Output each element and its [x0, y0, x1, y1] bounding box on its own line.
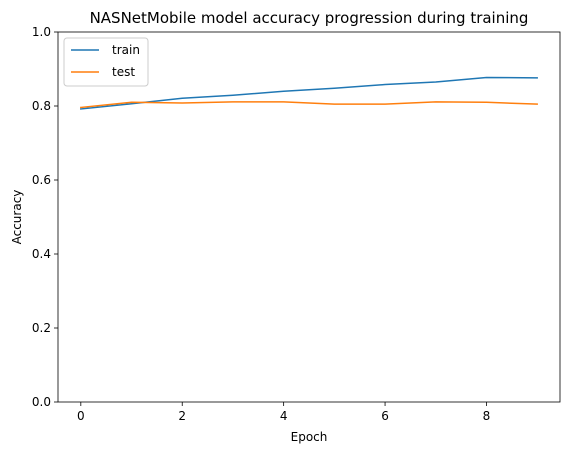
- x-tick-label: 2: [178, 409, 186, 423]
- y-tick-label: 0.0: [32, 395, 51, 409]
- chart-title: NASNetMobile model accuracy progression …: [90, 9, 529, 27]
- x-tick-label: 8: [483, 409, 491, 423]
- y-tick-label: 0.6: [32, 173, 51, 187]
- series-line-train: [79, 76, 538, 110]
- y-tick-label: 0.8: [32, 99, 51, 113]
- x-axis: 0 2 4 6 8: [77, 402, 490, 423]
- x-axis-label: Epoch: [291, 430, 328, 444]
- series-layer: [79, 76, 538, 110]
- legend: train test: [63, 37, 149, 87]
- y-tick-label: 0.4: [32, 247, 51, 261]
- y-tick-label: 1.0: [32, 25, 51, 39]
- legend-label-train: train: [112, 43, 140, 57]
- legend-label-test: test: [112, 65, 135, 79]
- plot-area: [57, 31, 561, 403]
- plot-frame: [57, 31, 561, 403]
- y-axis-label: Accuracy: [10, 190, 24, 245]
- x-tick-label: 0: [77, 409, 85, 423]
- y-axis: 0.0 0.2 0.4 0.6 0.8 1.0: [32, 25, 58, 409]
- x-tick-label: 4: [280, 409, 288, 423]
- y-tick-label: 0.2: [32, 321, 51, 335]
- series-line-test: [79, 101, 538, 109]
- x-tick-label: 6: [381, 409, 389, 423]
